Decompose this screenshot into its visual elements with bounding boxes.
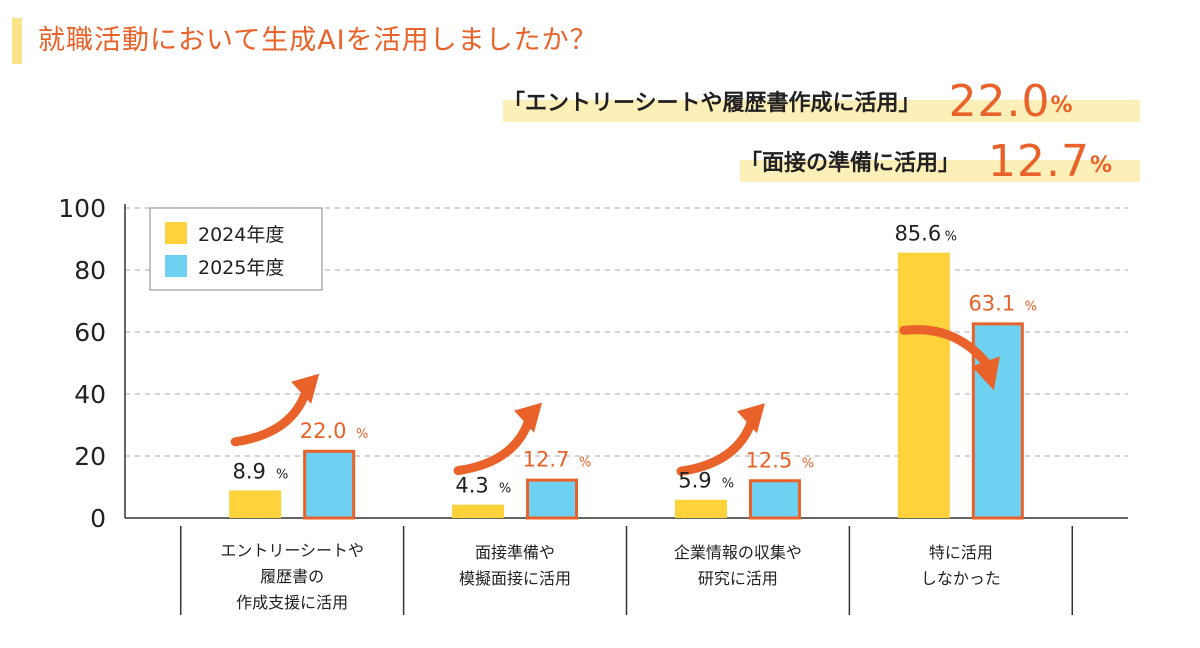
y-tick-label: 80 xyxy=(74,256,106,285)
bar-2024 xyxy=(452,504,505,518)
category-label: 特に活用 xyxy=(929,543,993,562)
y-tick-label: 40 xyxy=(74,380,106,409)
category-label: 研究に活用 xyxy=(698,569,778,588)
data-label-unit: % xyxy=(579,456,591,471)
data-label-2024: 8.9 xyxy=(232,459,265,483)
data-label-2025: 22.0 xyxy=(300,419,347,443)
category-label: 模擬面接に活用 xyxy=(459,569,571,588)
legend-label: 2024年度 xyxy=(198,224,284,246)
category-label: 作成支援に活用 xyxy=(236,593,348,612)
data-label-unit: % xyxy=(722,477,734,492)
highlight-text: 「エントリーシートや履歴書作成に活用」 xyxy=(503,91,921,116)
bar-2025 xyxy=(748,479,801,520)
highlight-value: 22.0 xyxy=(948,75,1051,127)
data-label-unit: % xyxy=(802,456,814,471)
y-tick-label: 60 xyxy=(74,318,106,347)
bar-2024 xyxy=(229,490,282,518)
page-title: 就職活動において生成AIを活用しましたか？ xyxy=(38,25,598,56)
y-tick-label: 20 xyxy=(74,442,106,471)
data-label-2025: 63.1 xyxy=(968,291,1015,315)
bar-2024 xyxy=(674,499,727,518)
data-label-2025: 12.5 xyxy=(746,448,793,472)
category-label: エントリーシートや xyxy=(220,541,364,560)
category-label: 企業情報の収集や xyxy=(674,543,802,562)
data-label-2025: 12.7 xyxy=(523,448,570,472)
data-label-2024: 4.3 xyxy=(455,474,488,498)
category-label: 履歴書の xyxy=(260,567,324,586)
highlight-background xyxy=(503,100,1140,122)
highlight-value: 12.7 xyxy=(988,135,1090,187)
category-label: 面接準備や xyxy=(475,543,555,562)
data-label-unit: % xyxy=(356,427,368,442)
bar-2024 xyxy=(897,252,950,518)
highlight-background xyxy=(740,160,1140,182)
trend-arrow-up xyxy=(676,418,756,476)
highlight-entry-sheet: 「エントリーシートや履歴書作成に活用」 22.0 % xyxy=(503,75,1140,127)
bar-2025 xyxy=(526,478,579,520)
arrow-head xyxy=(971,356,1000,391)
highlight-unit: % xyxy=(1050,93,1073,118)
highlight-interview-prep: 「面接の準備に活用」 12.7 % xyxy=(740,135,1140,187)
data-label-2024: 5.9 xyxy=(678,469,711,493)
y-tick-label: 100 xyxy=(58,194,106,223)
data-label-unit: % xyxy=(499,482,511,497)
data-label-unit: % xyxy=(276,467,288,482)
trend-arrow-up xyxy=(453,418,533,476)
arrow-head xyxy=(291,373,320,404)
legend-swatch xyxy=(165,222,187,244)
trend-arrow-up xyxy=(230,389,310,447)
highlight-text: 「面接の準備に活用」 xyxy=(740,151,961,176)
highlight-unit: % xyxy=(1089,153,1113,178)
category-label: しなかった xyxy=(921,569,1001,588)
arrow-head xyxy=(736,403,765,434)
data-label-2024: 85.6 xyxy=(894,222,941,246)
title-accent-bar xyxy=(12,18,22,64)
bar-2025 xyxy=(303,449,356,520)
y-tick-label: 0 xyxy=(90,504,106,533)
arrow-head xyxy=(514,402,543,433)
trend-arrow-down xyxy=(899,325,991,367)
legend-label: 2025年度 xyxy=(198,257,284,279)
data-label-unit: % xyxy=(1025,299,1037,314)
legend-swatch xyxy=(165,255,187,277)
data-label-unit: % xyxy=(945,230,957,245)
